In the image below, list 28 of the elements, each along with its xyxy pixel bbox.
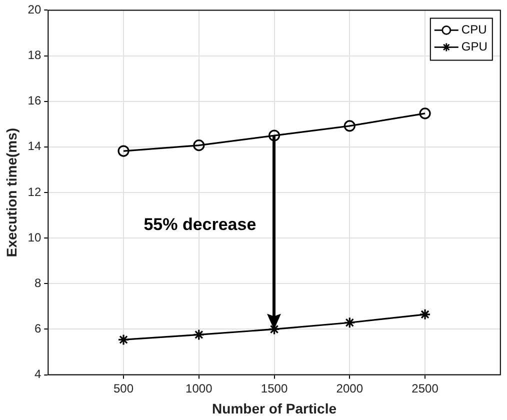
- x-axis-title: Number of Particle: [212, 400, 337, 416]
- y-tick-label: 14: [28, 139, 42, 154]
- x-tick-label: 2000: [336, 381, 364, 396]
- y-tick-label: 16: [28, 94, 42, 108]
- y-tick-label: 20: [28, 2, 42, 17]
- y-tick-label: 8: [34, 276, 42, 290]
- point: [118, 334, 130, 346]
- x-tick-label: 2500: [412, 381, 439, 396]
- annotation: 55% decrease: [144, 215, 256, 234]
- y-tick-label: 6: [34, 322, 42, 336]
- y-tick-label: 4: [34, 367, 42, 382]
- point: [344, 120, 356, 132]
- point: [344, 316, 356, 328]
- y-tick-label: 18: [28, 48, 42, 62]
- point: [419, 308, 431, 320]
- point: [193, 328, 205, 340]
- legend-label: CPU: [461, 22, 487, 37]
- x-tick-label: 1000: [186, 381, 213, 396]
- point: [268, 130, 280, 142]
- point: [193, 140, 205, 152]
- y-tick-label: 12: [28, 184, 42, 199]
- x-tick-label: 1500: [260, 381, 288, 396]
- y-tick-label: 10: [28, 230, 42, 244]
- legend-label: GPU: [461, 40, 488, 54]
- point: [419, 108, 431, 120]
- y-axis-title: Execution time(ms): [3, 128, 20, 258]
- point: [118, 145, 130, 157]
- x-tick-label: 500: [114, 381, 134, 396]
